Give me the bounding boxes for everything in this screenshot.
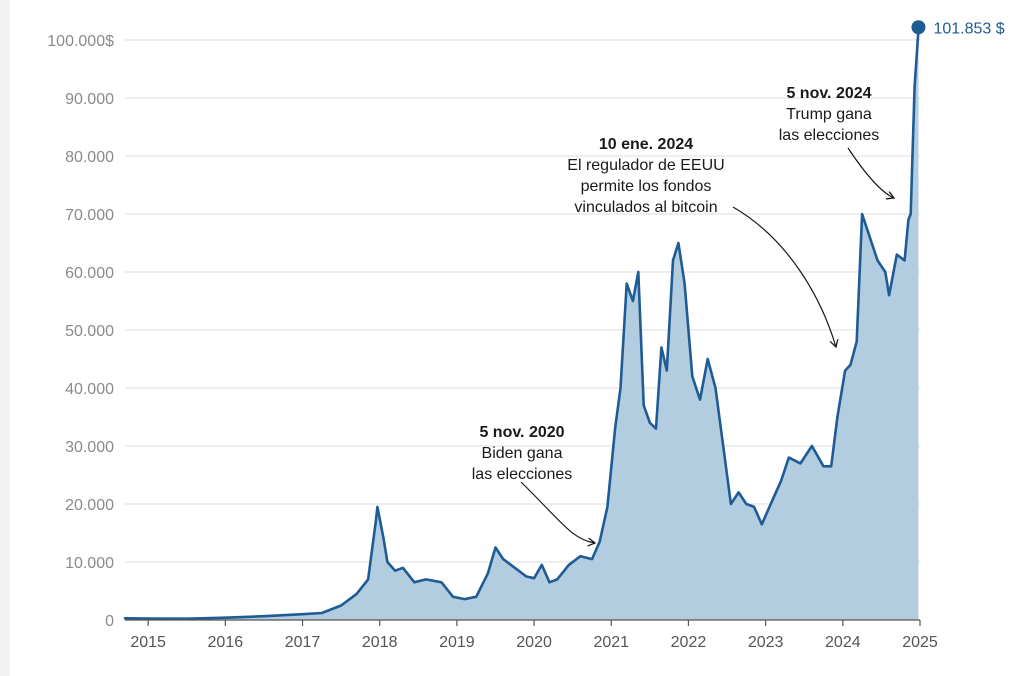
annotation-arrow — [520, 481, 597, 547]
annotation-text: Trump gana — [786, 106, 872, 123]
annotation-text: El regulador de EEUU — [567, 157, 724, 174]
y-tick-label: 0 — [105, 613, 114, 630]
annotation-text: permite los fondos — [581, 178, 712, 195]
annotation-arrow — [847, 147, 896, 200]
x-tick-label: 2017 — [285, 634, 321, 651]
axes: 0 10.000 20.000 30.000 40.000 50.000 60.000 70.… — [47, 33, 938, 651]
x-tick-label: 2024 — [825, 634, 861, 651]
y-tick-label: 90.000 — [65, 91, 114, 108]
annotation-text: vinculados al bitcoin — [574, 199, 717, 216]
x-tick-label: 2020 — [516, 634, 552, 651]
annotations: 101.853 $ 5 nov. 2020 Biden gana las elecci… — [472, 20, 1005, 547]
annotation-arrow — [732, 206, 839, 349]
y-tick-label: 50.000 — [65, 323, 114, 340]
x-tick-label: 2022 — [671, 634, 707, 651]
annotation: 10 ene. 2024 El regulador de EEUU permite … — [567, 136, 839, 349]
y-tick-label: 60.000 — [65, 265, 114, 282]
annotation-text: las elecciones — [779, 127, 880, 144]
annotation-text: Biden gana — [482, 445, 563, 462]
price-area — [123, 28, 920, 621]
end-value-label: 101.853 $ — [933, 20, 1004, 37]
left-margin-strip — [0, 0, 10, 676]
x-tick-label: 2025 — [902, 634, 938, 651]
x-tick-label: 2019 — [439, 634, 475, 651]
y-tick-label: 100.000$ — [47, 33, 114, 50]
annotation-date: 5 nov. 2024 — [786, 85, 871, 102]
y-tick-label: 10.000 — [65, 555, 114, 572]
annotation-date: 10 ene. 2024 — [599, 136, 693, 153]
annotation-text: las elecciones — [472, 466, 573, 483]
annotation: 5 nov. 2020 Biden gana las elecciones — [472, 424, 597, 547]
y-tick-label: 40.000 — [65, 381, 114, 398]
x-tick-label: 2021 — [593, 634, 629, 651]
x-tick-label: 2016 — [208, 634, 244, 651]
annotation-date: 5 nov. 2020 — [479, 424, 564, 441]
y-tick-label: 20.000 — [65, 497, 114, 514]
x-tick-label: 2015 — [130, 634, 166, 651]
x-tick-label: 2018 — [362, 634, 398, 651]
area-fill — [125, 29, 919, 621]
y-tick-label: 30.000 — [65, 439, 114, 456]
y-tick-label: 80.000 — [65, 149, 114, 166]
x-tick-label: 2023 — [748, 634, 784, 651]
y-tick-label: 70.000 — [65, 207, 114, 224]
annotation: 5 nov. 2024 Trump gana las elecciones — [779, 85, 896, 200]
end-point-marker — [911, 20, 926, 35]
price-line — [123, 28, 920, 620]
